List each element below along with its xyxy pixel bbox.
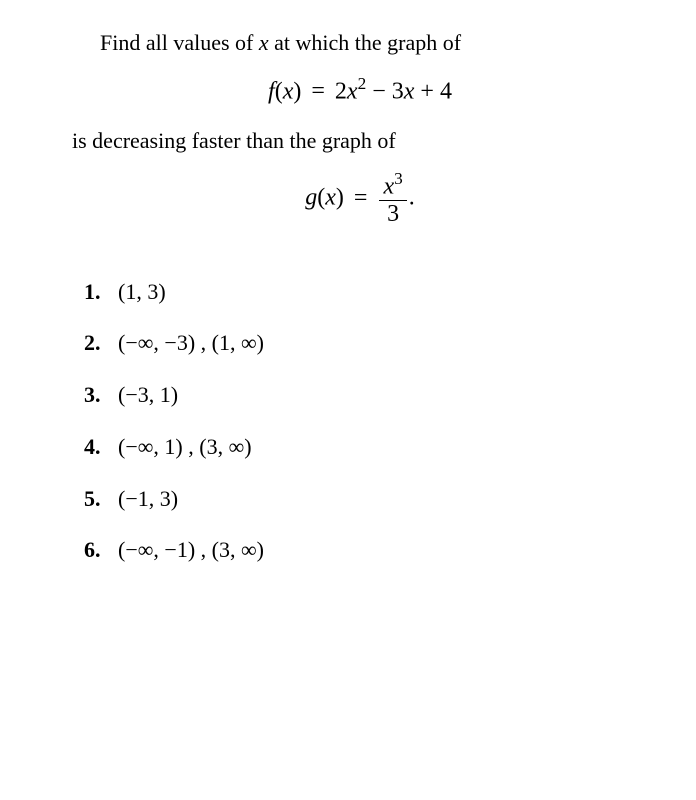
answer-item: 5. (−1, 3) <box>84 484 648 514</box>
answer-body: (−∞, −3) , (1, ∞) <box>118 328 648 358</box>
eq1-exp1: 2 <box>358 74 367 93</box>
eq2-den: 3 <box>379 201 406 229</box>
eq2-equals: = <box>354 182 368 214</box>
prompt-line-2: is decreasing faster than the graph of <box>72 126 648 156</box>
eq1-a: 2 <box>335 78 347 104</box>
eq2-num-var: x <box>383 174 394 200</box>
eq1-fn: f <box>268 78 275 104</box>
eq1-c: 4 <box>440 78 452 104</box>
answer-body: (−∞, 1) , (3, ∞) <box>118 432 648 462</box>
answer-body: (1, 3) <box>118 277 648 307</box>
eq1-equals: = <box>311 75 325 107</box>
equation-f: f(x)=2x2 − 3x + 4 <box>72 72 648 108</box>
eq2-fraction: x3 3 <box>379 169 406 228</box>
equation-g: g(x)= x3 3 . <box>72 169 648 228</box>
answer-item: 6. (−∞, −1) , (3, ∞) <box>84 535 648 565</box>
answer-body: (−∞, −1) , (3, ∞) <box>118 535 648 565</box>
eq1-arg: x <box>283 78 294 104</box>
prompt-text-1b: at which the graph of <box>269 30 461 55</box>
answer-item: 2. (−∞, −3) , (1, ∞) <box>84 328 648 358</box>
answer-number: 4. <box>84 432 118 462</box>
eq1-op2: + <box>414 78 440 104</box>
prompt-line-1: Find all values of x at which the graph … <box>72 28 648 58</box>
eq1-op1: − <box>366 78 392 104</box>
answer-number: 5. <box>84 484 118 514</box>
eq2-fn: g <box>305 185 317 211</box>
eq1-x1: x <box>347 78 358 104</box>
answer-item: 4. (−∞, 1) , (3, ∞) <box>84 432 648 462</box>
answer-number: 3. <box>84 380 118 410</box>
answer-number: 6. <box>84 535 118 565</box>
answer-number: 1. <box>84 277 118 307</box>
problem-page: Find all values of x at which the graph … <box>0 0 696 800</box>
eq1-x2: x <box>404 78 415 104</box>
answer-number: 2. <box>84 328 118 358</box>
answer-list: 1. (1, 3) 2. (−∞, −3) , (1, ∞) 3. (−3, 1… <box>72 277 648 565</box>
answer-body: (−1, 3) <box>118 484 648 514</box>
answer-item: 3. (−3, 1) <box>84 380 648 410</box>
eq2-tail: . <box>409 185 415 211</box>
eq2-num-exp: 3 <box>394 169 403 188</box>
eq2-arg: x <box>325 185 336 211</box>
eq1-b: 3 <box>392 78 404 104</box>
prompt-text-1a: Find all values of <box>100 30 259 55</box>
prompt-var-x: x <box>259 30 269 55</box>
answer-body: (−3, 1) <box>118 380 648 410</box>
eq2-num: x3 <box>379 169 406 201</box>
prompt-text-2: is decreasing faster than the graph of <box>72 128 396 153</box>
answer-item: 1. (1, 3) <box>84 277 648 307</box>
